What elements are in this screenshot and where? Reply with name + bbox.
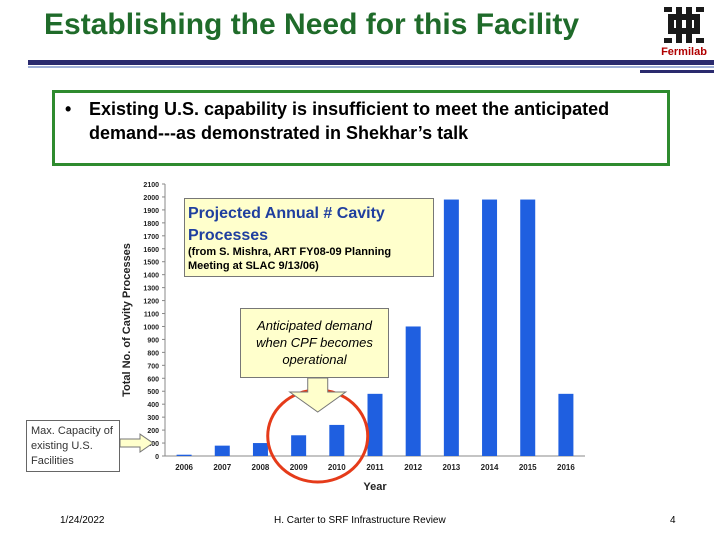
bar: [176, 454, 192, 456]
max-capacity-callout: Max. Capacity of existing U.S. Facilitie…: [26, 420, 120, 472]
x-tick-label: 2008: [252, 463, 270, 472]
slide-title: Establishing the Need for this Facility: [44, 8, 580, 41]
y-tick-label: 800: [147, 350, 159, 357]
header-rule-light: [28, 66, 714, 68]
y-tick-label: 700: [147, 363, 159, 370]
bar: [558, 393, 574, 456]
fermilab-logo: Fermilab: [654, 4, 714, 60]
y-tick-label: 900: [147, 337, 159, 344]
y-tick-label: 1200: [143, 299, 159, 306]
anticipated-demand-callout: Anticipated demand when CPF becomes oper…: [240, 308, 389, 378]
x-axis-title: Year: [363, 481, 387, 493]
x-tick-label: 2006: [175, 463, 193, 472]
bar: [214, 445, 230, 456]
y-tick-label: 300: [147, 415, 159, 422]
y-tick-label: 0: [155, 454, 159, 461]
bar: [520, 199, 536, 457]
y-tick-label: 1300: [143, 286, 159, 293]
y-tick-label: 1900: [143, 208, 159, 215]
bar: [443, 199, 459, 457]
y-tick-label: 1600: [143, 247, 159, 254]
bar: [252, 443, 268, 456]
header-rule-accent: [640, 70, 714, 73]
down-arrow: [288, 377, 348, 413]
y-axis-title: Total No. of Cavity Processes: [121, 243, 133, 397]
projected-callout-title: Projected Annual # Cavity Processes: [188, 205, 385, 244]
bar: [405, 326, 421, 456]
bullet-marker: •: [65, 99, 72, 119]
bar: [291, 435, 307, 456]
y-tick-label: 2100: [143, 182, 159, 189]
right-arrow: [119, 433, 154, 454]
bullet-text: Existing U.S. capability is insufficient…: [89, 99, 610, 143]
x-tick-label: 2012: [404, 463, 422, 472]
projected-callout: Projected Annual # Cavity Processes (fro…: [184, 198, 434, 277]
x-tick-label: 2013: [442, 463, 460, 472]
fermilab-logo-icon: [664, 7, 704, 43]
y-tick-label: 200: [147, 428, 159, 435]
x-tick-label: 2009: [290, 463, 308, 472]
y-tick-label: 1000: [143, 324, 159, 331]
x-tick-label: 2016: [557, 463, 575, 472]
x-tick-label: 2011: [366, 463, 384, 472]
x-tick-label: 2010: [328, 463, 346, 472]
footer-date: 1/24/2022: [60, 515, 105, 526]
y-tick-label: 1800: [143, 221, 159, 228]
y-tick-label: 1700: [143, 234, 159, 241]
y-tick-label: 400: [147, 402, 159, 409]
bar: [329, 424, 345, 456]
footer-presenter: H. Carter to SRF Infrastructure Review: [274, 515, 446, 526]
y-tick-label: 1400: [143, 273, 159, 280]
y-tick-label: 1500: [143, 260, 159, 267]
x-tick-label: 2015: [519, 463, 537, 472]
bullet-box: • Existing U.S. capability is insufficie…: [52, 90, 670, 166]
header-rule: [28, 60, 714, 65]
y-tick-label: 2000: [143, 195, 159, 202]
logo-wordmark: Fermilab: [661, 46, 707, 58]
bar: [367, 393, 383, 456]
y-tick-label: 1100: [144, 312, 159, 319]
footer-page-number: 4: [670, 515, 676, 526]
y-tick-label: 100: [147, 441, 159, 448]
bar-chart: 0 100 200 300 400 500 600 700 800 900 1000 1100 1200…: [119, 182, 585, 493]
projected-callout-source: (from S. Mishra, ART FY08-09 Planning Me…: [188, 246, 392, 272]
y-tick-label: 500: [147, 389, 159, 396]
x-tick-label: 2007: [213, 463, 231, 472]
x-tick-label: 2014: [481, 463, 499, 472]
y-tick-label: 600: [147, 376, 159, 383]
bar: [482, 199, 498, 457]
